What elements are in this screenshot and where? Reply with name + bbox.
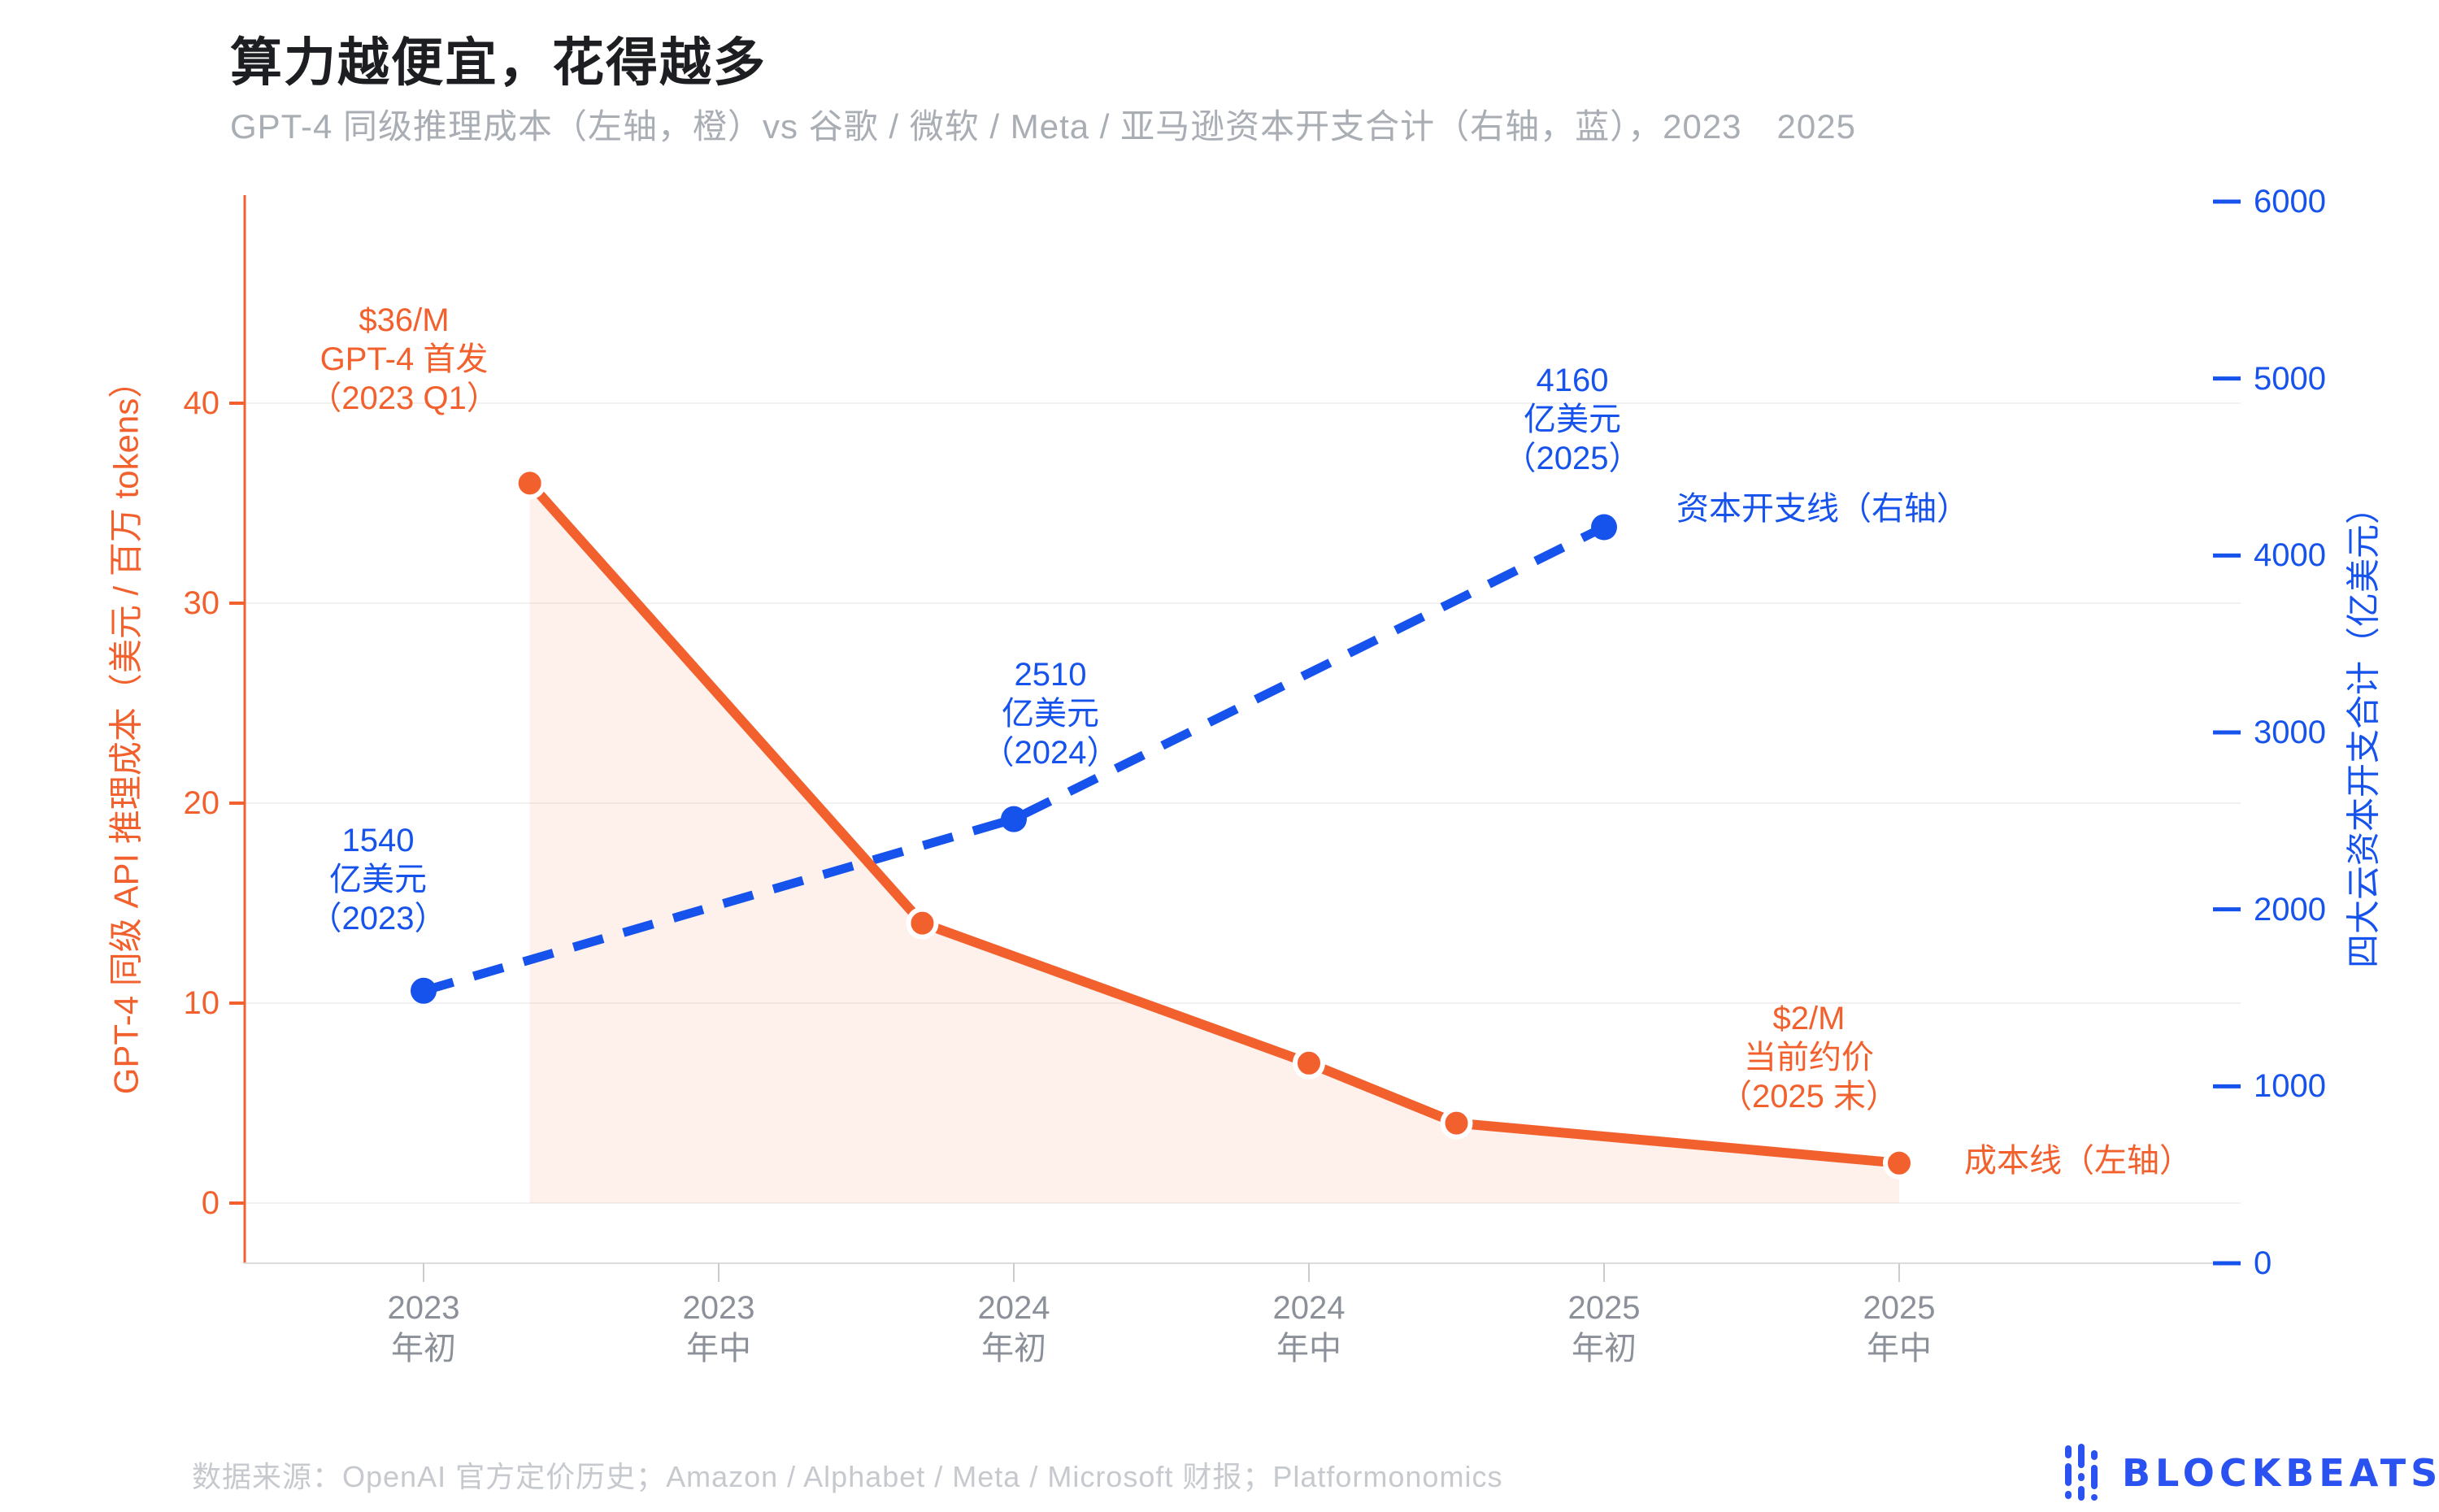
capex-point [1591,514,1617,541]
left-axis-title: GPT-4 同级 API 推理成本（美元 / 百万 tokens） [107,363,146,1095]
chart-title: 算力越便宜，花得越多 [230,33,767,92]
cost-point [906,906,939,940]
blockbeats-wordmark: BLOCKBEATS [2122,1451,2439,1495]
blockbeats-logo-icon [2065,1444,2098,1501]
capex-line [422,523,1606,996]
capex-point [411,977,437,1004]
cost-point [513,467,546,500]
chart-subtitle: GPT-4 同级推理成本（左轴，橙）vs 谷歌 / 微软 / Meta / 亚马… [230,107,1856,146]
cost-point [1883,1146,1915,1180]
cost-area-fill [529,483,1900,1203]
cost-point [1293,1046,1325,1080]
right-axis-title: 四大云资本开支合计（亿美元） [2344,489,2383,969]
blockbeats-logo: BLOCKBEATS [2063,1444,2439,1502]
data-source-note: 数据来源：OpenAI 官方定价历史；Amazon / Alphabet / M… [192,1460,1503,1493]
cost-point [1440,1106,1473,1140]
capex-point [1001,806,1027,832]
